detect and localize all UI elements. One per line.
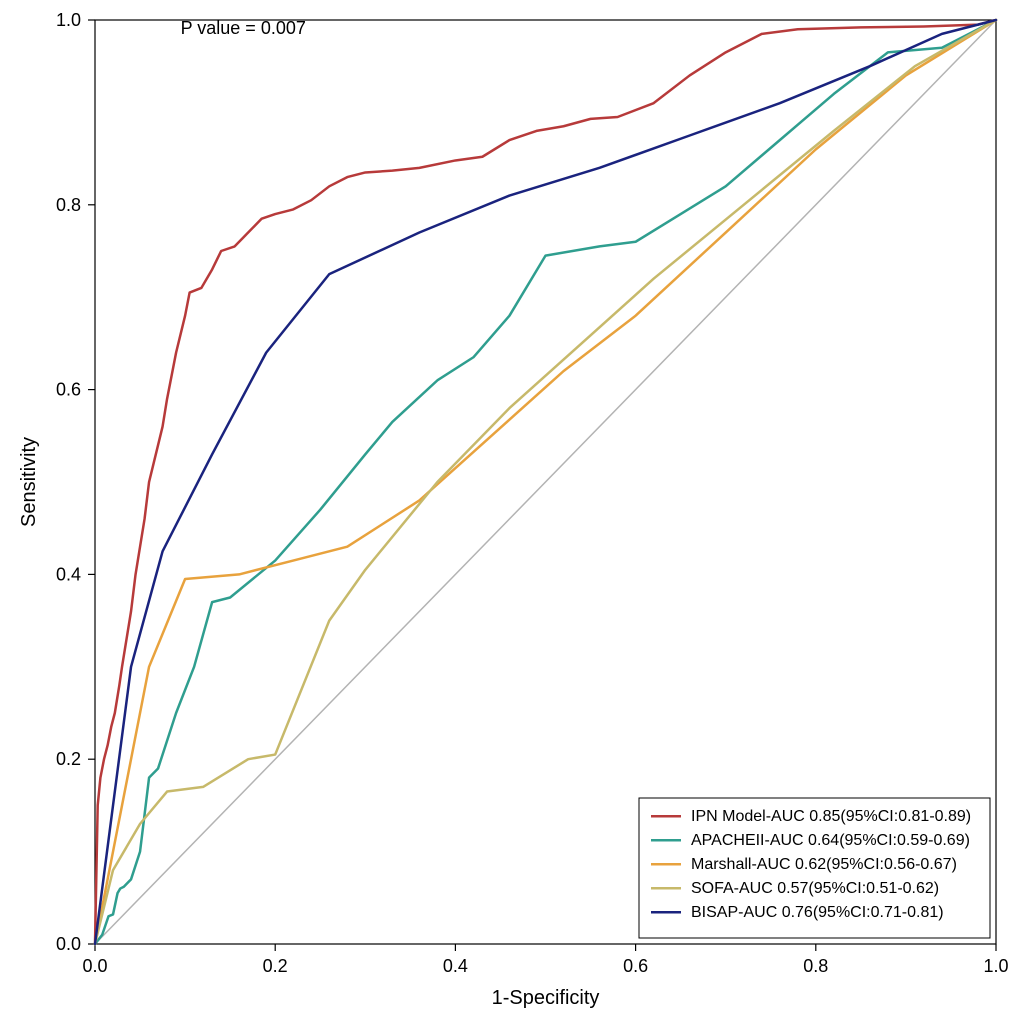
x-tick-label: 1.0 — [983, 956, 1008, 976]
y-tick-label: 1.0 — [56, 10, 81, 30]
roc-chart: 0.0 0.2 0.4 0.6 0.8 1.0 0.0 0.2 0.4 0.6 0.8 1.0 1-Sp… — [0, 0, 1021, 1024]
legend-label: IPN Model-AUC 0.85(95%CI:0.81-0.89) — [691, 808, 971, 825]
legend-label: Marshall-AUC 0.62(95%CI:0.56-0.67) — [691, 856, 957, 873]
y-tick-label: 0.4 — [56, 564, 81, 584]
x-tick-label: 0.0 — [82, 956, 107, 976]
y-tick-label: 0.8 — [56, 195, 81, 215]
x-tick-label: 0.4 — [443, 956, 468, 976]
roc-svg: 0.0 0.2 0.4 0.6 0.8 1.0 0.0 0.2 0.4 0.6 0.8 1.0 1-Sp… — [0, 0, 1021, 1024]
x-tick-label: 0.8 — [803, 956, 828, 976]
x-tick-label: 0.6 — [623, 956, 648, 976]
legend-label: SOFA-AUC 0.57(95%CI:0.51-0.62) — [691, 880, 939, 897]
y-tick-label: 0.6 — [56, 380, 81, 400]
x-axis-label: 1-Specificity — [492, 987, 600, 1009]
legend-label: BISAP-AUC 0.76(95%CI:0.71-0.81) — [691, 904, 944, 921]
x-tick-label: 0.2 — [263, 956, 288, 976]
y-tick-label: 0.2 — [56, 749, 81, 769]
legend-label: APACHEII-AUC 0.64(95%CI:0.59-0.69) — [691, 832, 970, 849]
p-value-annotation: P value = 0.007 — [181, 18, 306, 38]
y-tick-label: 0.0 — [56, 934, 81, 954]
y-axis-label: Sensitivity — [18, 437, 40, 527]
